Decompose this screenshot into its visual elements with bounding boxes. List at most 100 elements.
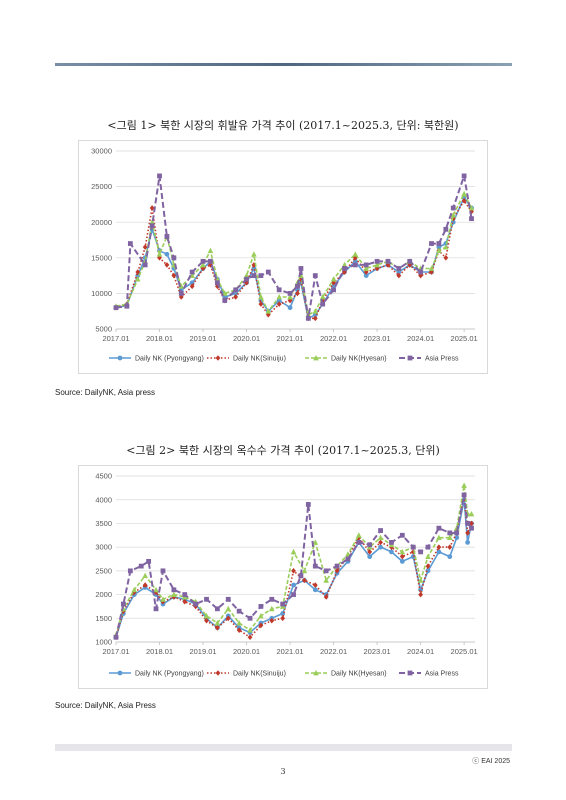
data-point xyxy=(323,577,329,583)
data-point xyxy=(287,293,293,300)
data-point xyxy=(342,266,347,271)
x-tick-label: 2025.01 xyxy=(451,647,478,656)
legend-marker xyxy=(407,355,413,361)
y-tick-label: 2000 xyxy=(95,590,112,599)
data-point xyxy=(363,262,369,268)
series-1 xyxy=(113,492,474,641)
legend-label: Daily NK(Sinuiju) xyxy=(233,671,286,678)
data-point xyxy=(265,269,271,275)
data-point xyxy=(258,622,264,629)
x-tick-label: 2018.01 xyxy=(146,647,173,656)
data-point xyxy=(389,540,394,545)
y-tick-label: 30000 xyxy=(91,147,112,156)
legend-label: Daily NK(Hyesan) xyxy=(331,356,387,363)
data-point xyxy=(436,534,442,541)
data-point xyxy=(417,577,424,583)
data-point xyxy=(200,261,206,268)
data-point xyxy=(204,596,209,602)
data-point xyxy=(280,615,286,622)
data-point xyxy=(363,273,369,278)
data-point xyxy=(113,634,119,640)
data-point xyxy=(124,303,130,309)
data-point xyxy=(461,190,467,197)
data-point xyxy=(146,558,152,564)
data-point xyxy=(142,262,148,268)
data-point xyxy=(251,273,257,278)
data-point xyxy=(399,532,405,538)
legend-marker xyxy=(117,670,123,676)
data-point xyxy=(418,272,424,279)
data-point xyxy=(189,269,195,275)
data-point xyxy=(258,273,264,278)
data-point xyxy=(225,615,231,622)
data-point xyxy=(428,265,435,271)
data-point xyxy=(418,591,424,598)
data-point xyxy=(221,290,228,296)
data-point xyxy=(142,582,148,588)
data-point xyxy=(461,482,467,488)
data-point xyxy=(120,601,126,607)
data-point xyxy=(443,255,449,261)
data-point xyxy=(298,573,304,578)
data-point xyxy=(378,528,383,533)
data-point xyxy=(396,266,402,271)
y-tick-label: 3000 xyxy=(95,543,112,552)
data-point xyxy=(157,173,162,179)
data-point xyxy=(138,563,144,569)
data-point xyxy=(312,582,318,588)
legend-label: Daily NK(Sinuiju) xyxy=(233,356,286,363)
data-point xyxy=(236,627,242,633)
data-point xyxy=(465,530,471,536)
data-point xyxy=(352,251,359,257)
data-point xyxy=(356,532,362,538)
data-point xyxy=(268,605,275,612)
y-tick-label: 4500 xyxy=(95,472,112,481)
data-point xyxy=(436,549,442,555)
data-point xyxy=(214,606,220,612)
data-point xyxy=(269,617,275,624)
data-point xyxy=(243,272,250,278)
data-point xyxy=(134,276,141,282)
data-point xyxy=(276,301,282,307)
data-point xyxy=(418,549,424,555)
header-rule xyxy=(55,63,512,66)
data-point xyxy=(305,315,311,321)
data-point xyxy=(465,521,471,526)
y-tick-label: 5000 xyxy=(95,325,112,334)
data-point xyxy=(341,261,348,268)
legend-marker xyxy=(407,670,413,676)
data-point xyxy=(157,255,162,261)
data-point xyxy=(377,534,384,541)
data-point xyxy=(276,287,282,293)
x-tick-label: 2025.01 xyxy=(451,334,478,343)
data-point xyxy=(450,215,456,222)
data-point xyxy=(302,577,307,584)
data-point xyxy=(251,251,257,257)
data-point xyxy=(429,241,434,246)
x-tick-label: 2021.01 xyxy=(276,334,303,343)
data-point xyxy=(214,620,221,626)
data-point xyxy=(295,283,300,289)
data-point xyxy=(367,554,373,560)
data-point xyxy=(160,568,166,574)
data-point xyxy=(171,255,177,261)
data-point xyxy=(233,287,239,293)
data-point xyxy=(468,510,475,517)
series-3 xyxy=(113,492,474,640)
data-point xyxy=(468,204,475,211)
data-point xyxy=(214,280,220,286)
data-point xyxy=(436,544,442,550)
data-point xyxy=(200,258,206,264)
y-tick-label: 25000 xyxy=(91,182,112,191)
data-point xyxy=(280,601,286,607)
data-point xyxy=(204,617,209,624)
data-point xyxy=(164,251,170,257)
figure-2-source: Source: DailyNK, Asia Press xyxy=(55,701,156,710)
data-point xyxy=(399,558,405,564)
data-point xyxy=(352,262,358,268)
data-point xyxy=(247,615,253,621)
data-point xyxy=(334,568,340,574)
data-point xyxy=(189,283,195,290)
data-point xyxy=(225,605,232,612)
data-point xyxy=(127,568,133,574)
